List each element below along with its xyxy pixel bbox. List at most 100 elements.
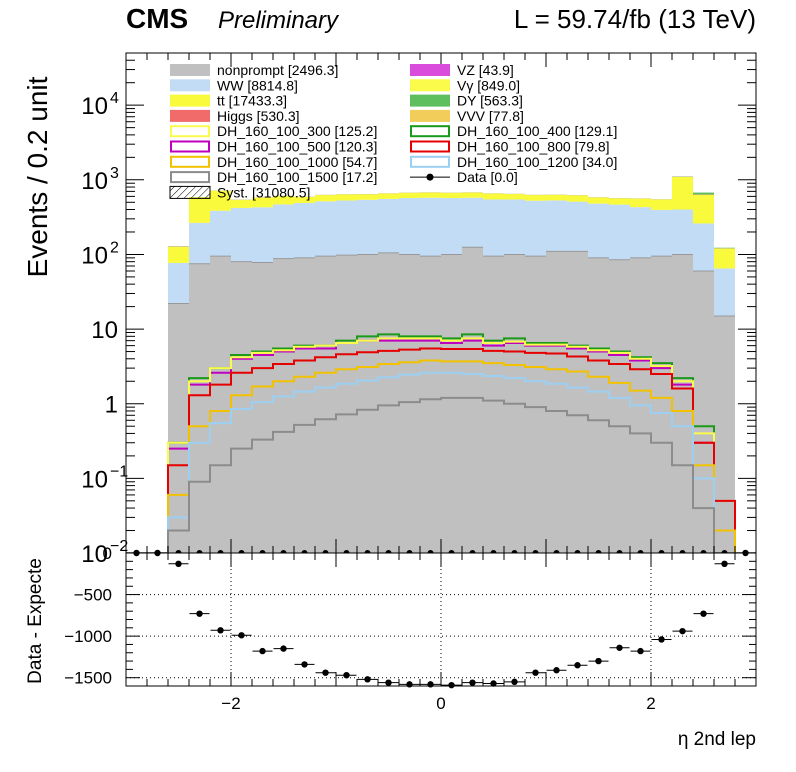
stack-bar [315, 201, 336, 257]
signal-line [126, 396, 756, 554]
legend-swatch [170, 155, 210, 168]
stack-bar [252, 262, 273, 553]
stack-bar [567, 251, 588, 553]
stack-bar [651, 199, 672, 210]
x-axis-title: η 2nd lep [678, 729, 756, 750]
legend-swatch [410, 79, 450, 92]
legend-label: Vγ [849.0] [457, 77, 520, 93]
stack-bar [441, 254, 462, 553]
stack-bar [336, 194, 357, 201]
legend-entry: WW [8814.8] [170, 77, 298, 93]
stack-bar [189, 197, 210, 223]
x-tick-label: −2 [221, 694, 240, 713]
legend-swatch [410, 64, 450, 76]
legend-label: VZ [43.9] [457, 62, 514, 78]
residual-point [574, 662, 581, 669]
stack-bar [294, 257, 315, 553]
legend-label: DH_160_100_400 [129.1] [457, 123, 617, 139]
stack-bar [273, 258, 294, 553]
legend-label: DH_160_100_800 [79.8] [457, 139, 610, 155]
residual-point [448, 681, 455, 689]
stack-bar [315, 256, 336, 553]
legend-swatch [170, 94, 210, 107]
residual-point [280, 645, 287, 652]
y-tick-label: 0 [103, 544, 112, 563]
y-tick-label: −1500 [64, 669, 112, 688]
residual-point [490, 680, 497, 687]
stack-bar [714, 247, 735, 249]
stack-bar [693, 192, 714, 195]
stack-bar [252, 207, 273, 263]
legend-swatch [170, 140, 210, 153]
residual-point [532, 669, 539, 676]
stack-bar [525, 195, 546, 201]
residual-point [343, 671, 350, 679]
stack-bar [210, 190, 231, 211]
stack-bar [357, 194, 378, 200]
stack-bar [336, 255, 357, 554]
legend-label: nonprompt [2496.3] [217, 62, 338, 78]
y-tick-label-exponent: 2 [110, 239, 119, 256]
stack-bar [525, 200, 546, 257]
bottom-plot-area [126, 553, 756, 686]
legend-entry: tt [17433.3] [170, 93, 287, 109]
residual-point [322, 669, 329, 676]
stack-bar [189, 222, 210, 264]
residual-point [616, 644, 623, 651]
legend-label: DH_160_100_300 [125.2] [217, 123, 377, 139]
residual-point [469, 679, 476, 686]
stack-bar [420, 192, 441, 198]
stack-bar [546, 200, 567, 252]
x-tick-label: 0 [436, 694, 445, 713]
top-y-axis-title: Events / 0.2 unit [22, 76, 53, 277]
stack-bar [567, 201, 588, 252]
legend-entry: DH_160_100_500 [120.3] [170, 139, 377, 155]
y-tick-label: 10 [81, 541, 108, 568]
y-tick-label: 10 [81, 466, 108, 493]
residual-point [511, 678, 518, 686]
legend-label: Higgs [530.3] [217, 108, 300, 124]
stack-bar [651, 209, 672, 257]
stack-bar [714, 268, 735, 316]
stack-bar [378, 198, 399, 253]
legend-label: Data [0.0] [457, 169, 518, 185]
stack-bar [588, 257, 609, 553]
legend-entry: VZ [43.9] [410, 62, 514, 78]
residual-point [301, 661, 308, 668]
stack-bar [483, 193, 504, 200]
cms-label: CMS [126, 3, 188, 34]
residual-point [217, 627, 224, 634]
stack-bar [588, 197, 609, 204]
stack-bar [399, 198, 420, 255]
stack-bar [336, 200, 357, 256]
stack-bar [693, 271, 714, 553]
legend-swatch [410, 155, 450, 168]
stack-bar [420, 197, 441, 257]
stack-bar [420, 256, 441, 553]
residual-point [427, 681, 434, 688]
stack-bar [504, 199, 525, 255]
legend-entry: VVV [77.8] [410, 108, 524, 124]
stack-bar [672, 209, 693, 255]
stack-bar [315, 195, 336, 202]
lumi-label: L = 59.74/fb (13 TeV) [514, 4, 756, 34]
stack-bar [399, 192, 420, 199]
residual-point [658, 636, 665, 643]
legend-entry: DY [563.3] [410, 93, 523, 109]
signal-line [126, 359, 756, 554]
stack-bar [693, 194, 714, 224]
residual-point [259, 647, 266, 655]
stack-bar [483, 256, 504, 553]
stack-bar [231, 261, 252, 553]
bottom-y-axis-title: Data - Expecte [25, 558, 46, 684]
stack-bar [546, 194, 567, 201]
residual-point [175, 560, 182, 568]
stack-bar [231, 207, 252, 262]
stack-bar [462, 192, 483, 198]
y-tick-label-exponent: 4 [110, 90, 119, 107]
residual-point [721, 560, 728, 568]
stack-bar [546, 251, 567, 553]
residual-point [637, 647, 644, 655]
